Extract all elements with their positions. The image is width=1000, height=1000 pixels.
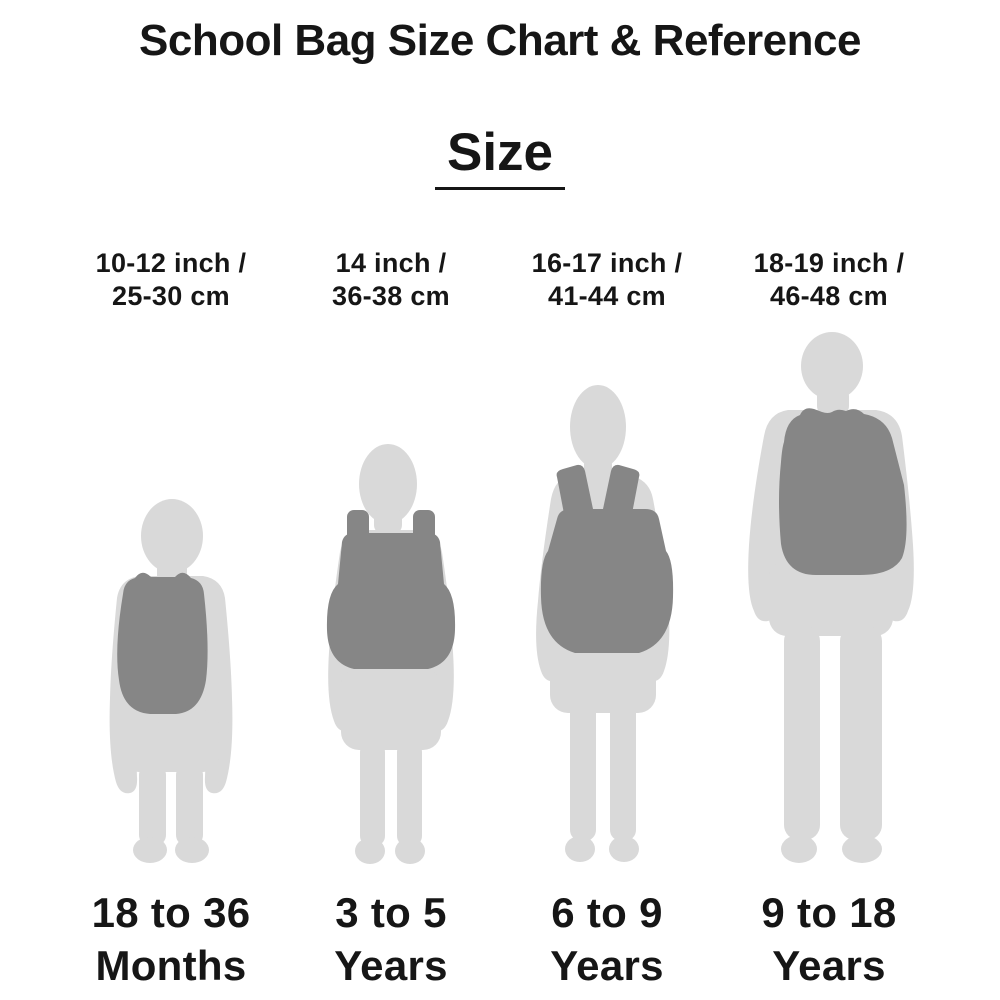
size-label-1: 10-12 inch / 25-30 cm — [21, 247, 321, 313]
size-label-3-line1: 16-17 inch / — [531, 248, 683, 278]
size-label-4: 18-19 inch / 46-48 cm — [679, 247, 979, 313]
age-label-3: 6 to 9 Years — [457, 886, 757, 992]
age-label-2-line1: 3 to 5 — [335, 889, 447, 936]
backpack-icon — [326, 510, 456, 669]
small-child-with-backpack-silhouette-icon — [326, 444, 456, 864]
age-label-4-line2: Years — [772, 942, 886, 989]
age-label-4-line1: 9 to 18 — [761, 889, 897, 936]
age-label-1-line1: 18 to 36 — [91, 889, 251, 936]
toddler-with-backpack-silhouette-icon — [109, 499, 233, 863]
teen-body-silhouette — [748, 332, 914, 863]
age-label-2: 3 to 5 Years — [241, 886, 541, 992]
size-heading-row: Size — [0, 123, 1000, 191]
backpack-icon — [117, 572, 208, 714]
size-label-2: 14 inch / 36-38 cm — [241, 247, 541, 313]
size-label-4-line1: 18-19 inch / — [753, 248, 905, 278]
age-label-2-line2: Years — [334, 942, 448, 989]
size-label-4-line2: 46-48 cm — [770, 281, 888, 311]
age-label-1-line2: Months — [95, 942, 247, 989]
size-label-3-line2: 41-44 cm — [548, 281, 666, 311]
size-label-2-line2: 36-38 cm — [332, 281, 450, 311]
age-label-3-line1: 6 to 9 — [551, 889, 663, 936]
age-label-4: 9 to 18 Years — [679, 886, 979, 992]
backpack-icon — [779, 408, 907, 576]
age-label-3-line2: Years — [550, 942, 664, 989]
size-label-1-line1: 10-12 inch / — [95, 248, 247, 278]
age-label-1: 18 to 36 Months — [21, 886, 321, 992]
size-label-1-line2: 25-30 cm — [112, 281, 230, 311]
teen-with-backpack-silhouette-icon — [748, 332, 914, 863]
backpack-icon — [540, 464, 674, 653]
kid-with-backpack-silhouette-icon — [536, 385, 674, 862]
size-label-2-line1: 14 inch / — [335, 248, 447, 278]
size-label-3: 16-17 inch / 41-44 cm — [457, 247, 757, 313]
size-heading: Size — [434, 123, 566, 191]
page-title: School Bag Size Chart & Reference — [139, 16, 861, 65]
